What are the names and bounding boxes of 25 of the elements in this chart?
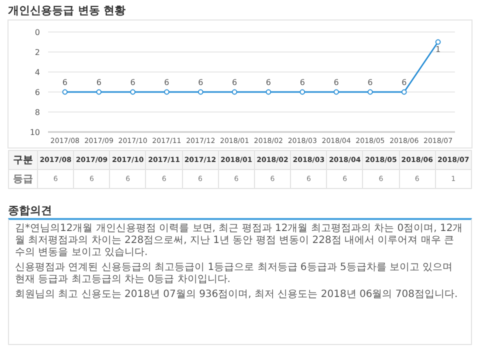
text: 회원님의 최고 신용도는 2018년 07월의 936점이며, 최저 신용도는 2018년 06월의 708점입니다. bbox=[15, 289, 459, 301]
data-label: 6 bbox=[300, 78, 305, 87]
data-label: 6 bbox=[198, 78, 204, 87]
data-label: 6 bbox=[232, 78, 238, 87]
data-label: 6 bbox=[266, 78, 272, 87]
y-tick-label: 10 bbox=[30, 128, 40, 137]
data-label: 1 bbox=[435, 45, 441, 54]
y-tick-label: 0 bbox=[34, 28, 40, 37]
data-label: 6 bbox=[62, 78, 68, 87]
y-tick-label: 4 bbox=[34, 68, 40, 77]
chart-title: 개인신용등급 변동 현황 bbox=[8, 3, 126, 18]
data-label: 6 bbox=[334, 78, 339, 87]
data-label: 6 bbox=[130, 78, 136, 87]
data-label: 6 bbox=[368, 78, 373, 87]
text: 등급 bbox=[8, 170, 38, 188]
text: 신용평점과 연계된 신용등급의 최고등급이 1등급으로 최저등급 6등급과 5등급차를 보이고 있으며 현재 등급과 최고등급의 차는 0등급 차이입니다. bbox=[15, 262, 454, 286]
text: 구분 bbox=[8, 150, 38, 170]
text: 김*연님의12개월 개인신용평점 이력를 보면, 최근 평점과 12개월 최고평점과의 차는 0점이며, 12개월 최저평점과의 차이는 228점으로써, 지난 1년 동안 평점 변동이 228점 내에서 이루어져 매우 큰 수의 변동을 보이고 있습니다. bbox=[15, 223, 464, 259]
y-tick-label: 6 bbox=[34, 88, 40, 97]
text: 종합의견 bbox=[8, 203, 52, 218]
data-label: 6 bbox=[96, 78, 102, 87]
y-tick-label: 8 bbox=[34, 108, 40, 117]
data-label: 6 bbox=[402, 78, 407, 87]
y-tick-label: 2 bbox=[34, 48, 40, 57]
data-label: 6 bbox=[164, 78, 170, 87]
